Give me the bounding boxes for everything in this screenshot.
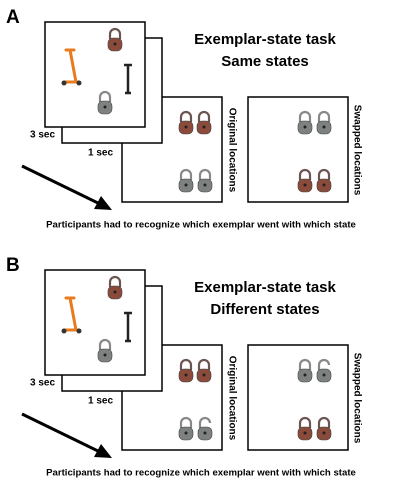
lock-keyhole	[113, 42, 117, 46]
lock-keyhole	[184, 431, 188, 435]
lock-icon	[197, 416, 213, 441]
lock-shackle	[317, 110, 331, 122]
pump-icon	[124, 63, 132, 95]
lock-shackle	[198, 168, 212, 180]
caption: Participants had to recognize which exem…	[46, 220, 356, 231]
lock-shackle	[197, 358, 211, 370]
lock-icon	[97, 90, 113, 115]
arrow-shaft	[21, 412, 101, 454]
lock-shackle	[179, 358, 193, 370]
location-label: Original locations	[226, 108, 237, 193]
panel-letter: B	[6, 255, 20, 276]
lock-shackle	[108, 27, 122, 39]
arrow-head	[94, 196, 112, 210]
panel-title: Same states	[221, 53, 309, 70]
lock-icon	[316, 416, 332, 441]
arrow-head	[94, 444, 112, 458]
lock-keyhole	[303, 431, 307, 435]
lock-icon	[316, 110, 332, 135]
scooter-icon	[62, 48, 80, 84]
lock-icon	[196, 110, 212, 135]
caption: Participants had to recognize which exem…	[46, 468, 356, 479]
lock-icon	[97, 338, 113, 363]
lock-icon	[297, 168, 313, 193]
lock-icon	[297, 416, 313, 441]
lock-keyhole	[303, 125, 307, 129]
lock-icon	[178, 358, 194, 383]
lock-shackle	[298, 168, 312, 180]
lock-keyhole	[184, 373, 188, 377]
lock-shackle	[317, 416, 331, 428]
timing-label: 3 sec	[30, 378, 55, 389]
lock-keyhole	[103, 105, 107, 109]
lock-icon	[316, 358, 332, 383]
frame	[44, 269, 146, 376]
panel: A Exemplar-state task Same states 3 sec 1 se…	[6, 7, 362, 231]
pump-icon	[124, 311, 132, 343]
timing-label: 1 sec	[88, 396, 113, 407]
lock-icon	[297, 358, 313, 383]
lock-keyhole	[303, 183, 307, 187]
lock-shackle	[298, 110, 312, 122]
lock-keyhole	[202, 373, 206, 377]
lock-shackle	[179, 168, 193, 180]
panel-letter: A	[6, 7, 20, 28]
location-label: Swapped locations	[351, 353, 362, 444]
lock-icon	[197, 168, 213, 193]
scooter-wheel	[61, 328, 67, 334]
lock-keyhole	[202, 125, 206, 129]
scooter-icon	[62, 296, 80, 332]
lock-keyhole	[203, 183, 207, 187]
scooter-wheel	[76, 328, 82, 334]
location-label: Swapped locations	[351, 105, 362, 196]
lock-shackle	[179, 416, 193, 428]
lock-icon	[178, 110, 194, 135]
panel-title: Exemplar-state task	[194, 279, 336, 296]
lock-shackle	[98, 338, 112, 350]
lock-icon	[297, 110, 313, 135]
arrow-shaft	[21, 164, 101, 206]
frame	[44, 21, 146, 128]
lock-icon	[196, 358, 212, 383]
lock-keyhole	[322, 373, 326, 377]
lock-icon	[107, 27, 123, 52]
lock-shackle	[317, 358, 331, 370]
lock-shackle	[298, 416, 312, 428]
lock-keyhole	[184, 125, 188, 129]
lock-shackle	[98, 90, 112, 102]
lock-keyhole	[303, 373, 307, 377]
lock-keyhole	[184, 183, 188, 187]
lock-shackle	[197, 110, 211, 122]
lock-shackle	[198, 416, 212, 428]
timing-label: 3 sec	[30, 130, 55, 141]
location-label: Original locations	[226, 356, 237, 441]
lock-icon	[178, 168, 194, 193]
panel-title: Different states	[210, 301, 319, 318]
lock-shackle	[179, 110, 193, 122]
panel: B Exemplar-state task Different states 3 se…	[6, 255, 362, 479]
lock-keyhole	[322, 125, 326, 129]
scooter-wheel	[61, 80, 67, 86]
lock-icon	[107, 275, 123, 300]
lock-keyhole	[203, 431, 207, 435]
scooter-wheel	[76, 80, 82, 86]
timing-label: 1 sec	[88, 148, 113, 159]
lock-shackle	[317, 168, 331, 180]
lock-icon	[178, 416, 194, 441]
lock-keyhole	[113, 290, 117, 294]
lock-keyhole	[322, 431, 326, 435]
panel-title: Exemplar-state task	[194, 31, 336, 48]
lock-shackle	[108, 275, 122, 287]
lock-icon	[316, 168, 332, 193]
lock-shackle	[298, 358, 312, 370]
lock-keyhole	[103, 353, 107, 357]
lock-keyhole	[322, 183, 326, 187]
